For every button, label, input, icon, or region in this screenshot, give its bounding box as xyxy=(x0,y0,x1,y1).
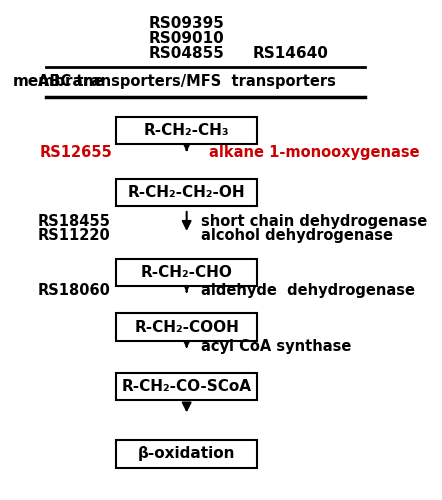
FancyBboxPatch shape xyxy=(116,373,257,400)
Text: RS18060: RS18060 xyxy=(38,284,110,298)
Text: ABC transporters/MFS  transporters: ABC transporters/MFS transporters xyxy=(38,74,335,90)
Text: alcohol dehydrogenase: alcohol dehydrogenase xyxy=(202,228,393,242)
FancyBboxPatch shape xyxy=(116,314,257,340)
Text: RS12655: RS12655 xyxy=(40,145,113,160)
Text: RS09010: RS09010 xyxy=(149,31,225,46)
Text: R-CH₂-CHO: R-CH₂-CHO xyxy=(141,265,232,280)
FancyBboxPatch shape xyxy=(116,179,257,206)
Text: alkane 1-monooxygenase: alkane 1-monooxygenase xyxy=(209,145,419,160)
FancyBboxPatch shape xyxy=(116,258,257,286)
Text: membrane: membrane xyxy=(12,74,105,90)
FancyBboxPatch shape xyxy=(116,440,257,468)
Text: RS18455: RS18455 xyxy=(38,214,110,228)
Text: β-oxidation: β-oxidation xyxy=(138,446,236,462)
Text: RS04855: RS04855 xyxy=(149,46,225,61)
Text: RS11220: RS11220 xyxy=(38,228,110,242)
Text: R-CH₂-CH₃: R-CH₂-CH₃ xyxy=(144,123,229,138)
Text: RS14640: RS14640 xyxy=(252,46,328,61)
Text: R-CH₂-CO-SCoA: R-CH₂-CO-SCoA xyxy=(122,379,251,394)
Text: RS09395: RS09395 xyxy=(149,16,225,32)
Text: short chain dehydrogenase: short chain dehydrogenase xyxy=(202,214,428,228)
Text: R-CH₂-CH₂-OH: R-CH₂-CH₂-OH xyxy=(128,186,245,200)
Text: R-CH₂-COOH: R-CH₂-COOH xyxy=(134,320,239,334)
Text: aldehyde  dehydrogenase: aldehyde dehydrogenase xyxy=(202,284,415,298)
FancyBboxPatch shape xyxy=(116,117,257,144)
Text: acyl CoA synthase: acyl CoA synthase xyxy=(202,340,352,354)
